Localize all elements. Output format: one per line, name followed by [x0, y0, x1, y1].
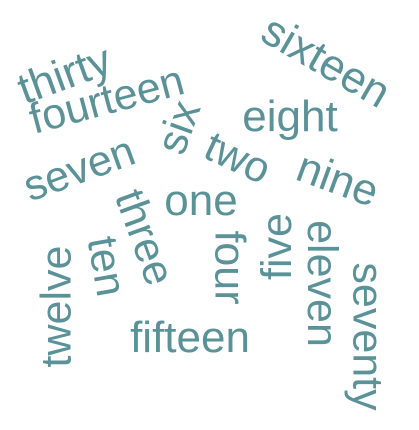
word-ten: ten [77, 232, 136, 300]
word-nine: nine [290, 142, 386, 217]
word-eleven: eleven [297, 219, 346, 347]
word-fifteen: fifteen [130, 313, 250, 362]
word-eight: eight [242, 92, 338, 141]
word-seventy: seventy [343, 261, 392, 411]
word-one: one [164, 176, 238, 225]
word-twelve: twelve [32, 245, 81, 367]
word-four: four [205, 229, 254, 305]
word-five: five [252, 212, 301, 280]
